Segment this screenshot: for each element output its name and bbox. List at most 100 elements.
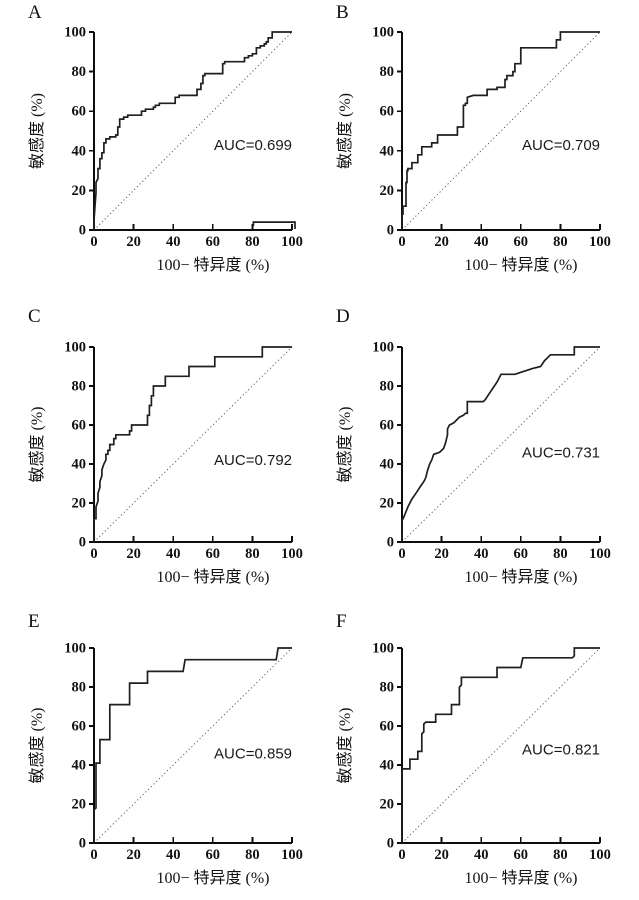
diagonal-reference-line	[401, 647, 601, 844]
x-tick-label: 40	[166, 847, 181, 863]
diagonal-reference-line	[93, 31, 293, 231]
x-axis-label: 100− 特异度 (%)	[464, 256, 577, 274]
roc-curve	[401, 31, 600, 230]
x-tick-label: 40	[474, 234, 489, 250]
x-tick-label: 60	[514, 234, 529, 250]
x-axis-label: 100− 特异度 (%)	[464, 869, 577, 887]
y-tick-label: 20	[72, 797, 87, 813]
y-tick-label: 80	[72, 680, 87, 696]
panel-letter-c: C	[28, 306, 41, 327]
roc-plot-b: 0 20 40 60 80 100 0 20 40 60 80 100 AUC=0.709 100− 特异…	[336, 25, 611, 275]
y-tick-label: 100	[64, 25, 86, 41]
x-tick-label: 0	[90, 234, 97, 250]
diagonal-reference-line	[401, 31, 601, 231]
y-tick-label: 80	[380, 64, 395, 80]
x-tick-label: 80	[245, 234, 260, 250]
x-tick-label: 80	[553, 234, 568, 250]
y-axis-label: 敏感度 (%)	[336, 708, 354, 784]
x-axis-label: 100− 特异度 (%)	[464, 568, 577, 586]
roc-plot-e: 0 20 40 60 80 100 0 20 40 60 80 100 AUC=0.859 100− 特异…	[28, 641, 303, 888]
x-tick-label: 80	[245, 847, 260, 863]
x-tick-label: 20	[434, 847, 449, 863]
y-tick-label: 100	[372, 641, 394, 657]
x-tick-label: 60	[514, 546, 529, 562]
x-tick-label: 100	[589, 847, 611, 863]
x-tick-label: 0	[398, 847, 405, 863]
diagonal-reference-line	[401, 346, 601, 543]
x-tick-label: 60	[206, 546, 221, 562]
auc-label: AUC=0.821	[522, 741, 600, 758]
roc-plot-c: 0 20 40 60 80 100 0 20 40 60 80 100 AUC=0.792 100− 特异…	[28, 340, 303, 587]
x-tick-label: 20	[126, 234, 141, 250]
x-tick-label: 0	[398, 234, 405, 250]
auc-label: AUC=0.859	[214, 745, 292, 762]
y-tick-label: 20	[72, 496, 87, 512]
y-tick-label: 60	[380, 719, 395, 735]
x-tick-label: 20	[126, 546, 141, 562]
x-tick-label: 40	[166, 546, 181, 562]
auc-label: AUC=0.731	[522, 444, 600, 461]
diagonal-reference-line	[93, 346, 293, 543]
roc-curve	[93, 346, 292, 542]
x-tick-label: 80	[553, 546, 568, 562]
auc-label: AUC=0.699	[214, 137, 292, 154]
y-tick-label: 100	[372, 340, 394, 356]
y-tick-label: 40	[72, 457, 87, 473]
y-tick-label: 0	[79, 223, 86, 239]
roc-curve	[401, 346, 600, 542]
y-tick-label: 80	[380, 379, 395, 395]
y-tick-label: 0	[387, 836, 394, 852]
roc-curve	[93, 31, 292, 230]
x-tick-label: 100	[281, 234, 303, 250]
y-axis-label: 敏感度 (%)	[336, 93, 354, 169]
y-tick-label: 40	[380, 143, 395, 159]
panel-f: F 0 20 40 60 80 100 0 20 40 60 80 100 AUC=0.821 100− …	[320, 600, 639, 900]
y-tick-label: 40	[72, 143, 87, 159]
panel-letter-f: F	[336, 611, 347, 632]
x-tick-label: 20	[126, 847, 141, 863]
y-tick-label: 20	[380, 496, 395, 512]
panel-d: D 0 20 40 60 80 100 0 20 40 60 80 100 AUC=0.731 100− …	[320, 300, 639, 600]
x-tick-label: 60	[514, 847, 529, 863]
x-axis-label: 100− 特异度 (%)	[156, 568, 269, 586]
x-tick-label: 60	[206, 847, 221, 863]
roc-curve	[401, 647, 600, 843]
auc-label: AUC=0.709	[522, 137, 600, 154]
panel-letter-d: D	[336, 306, 350, 327]
y-axis-label: 敏感度 (%)	[336, 407, 354, 483]
y-tick-label: 100	[64, 641, 86, 657]
y-tick-label: 0	[387, 535, 394, 551]
x-tick-label: 0	[90, 546, 97, 562]
auc-label: AUC=0.792	[214, 452, 292, 469]
y-axis-label: 敏感度 (%)	[28, 93, 46, 169]
roc-curve	[93, 647, 292, 843]
y-axis-label: 敏感度 (%)	[28, 407, 46, 483]
y-tick-label: 60	[72, 719, 87, 735]
x-tick-label: 100	[589, 546, 611, 562]
y-tick-label: 40	[380, 758, 395, 774]
y-tick-label: 60	[380, 418, 395, 434]
y-tick-label: 60	[72, 104, 87, 120]
y-tick-label: 100	[372, 25, 394, 41]
x-axis-label: 100− 特异度 (%)	[156, 256, 269, 274]
x-tick-label: 80	[553, 847, 568, 863]
diagonal-reference-line	[93, 647, 293, 844]
roc-plot-d: 0 20 40 60 80 100 0 20 40 60 80 100 AUC=0.731 100− 特异…	[336, 340, 611, 587]
y-tick-label: 0	[79, 535, 86, 551]
y-tick-label: 80	[380, 680, 395, 696]
panel-c: C 0 20 40 60 80 100 0 20 40 60 80 100 AUC=0.792 100− …	[0, 300, 319, 600]
x-tick-label: 0	[90, 847, 97, 863]
y-tick-label: 60	[72, 418, 87, 434]
y-tick-label: 100	[64, 340, 86, 356]
y-tick-label: 80	[72, 379, 87, 395]
roc-plot-f: 0 20 40 60 80 100 0 20 40 60 80 100 AUC=0.821 100− 特异…	[336, 641, 611, 888]
x-tick-label: 100	[281, 546, 303, 562]
panel-b: B 0 20 40 60 80 100 0 20 40 60 80 100 AUC=0.709 100− …	[320, 0, 639, 300]
x-tick-label: 40	[474, 546, 489, 562]
x-tick-label: 60	[206, 234, 221, 250]
x-tick-label: 20	[434, 546, 449, 562]
y-tick-label: 20	[380, 797, 395, 813]
x-tick-label: 100	[589, 234, 611, 250]
x-tick-label: 100	[281, 847, 303, 863]
